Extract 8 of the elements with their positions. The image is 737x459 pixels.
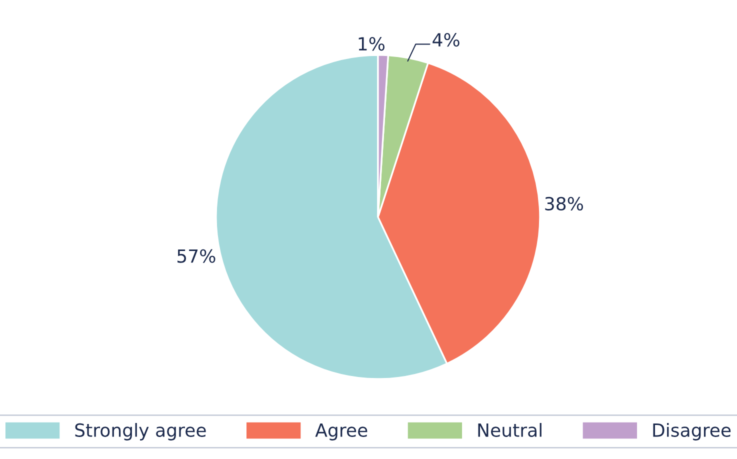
data-label: 38% bbox=[545, 196, 583, 211]
data-label: 1% bbox=[358, 37, 384, 51]
data-label: 57% bbox=[178, 249, 216, 263]
legend-label: Agree bbox=[315, 424, 368, 440]
legend-label: Strongly agree bbox=[75, 422, 206, 440]
legend-label: Neutral bbox=[478, 422, 542, 437]
legend-label: Disagree bbox=[653, 422, 731, 440]
data-label: 4% bbox=[432, 32, 460, 47]
